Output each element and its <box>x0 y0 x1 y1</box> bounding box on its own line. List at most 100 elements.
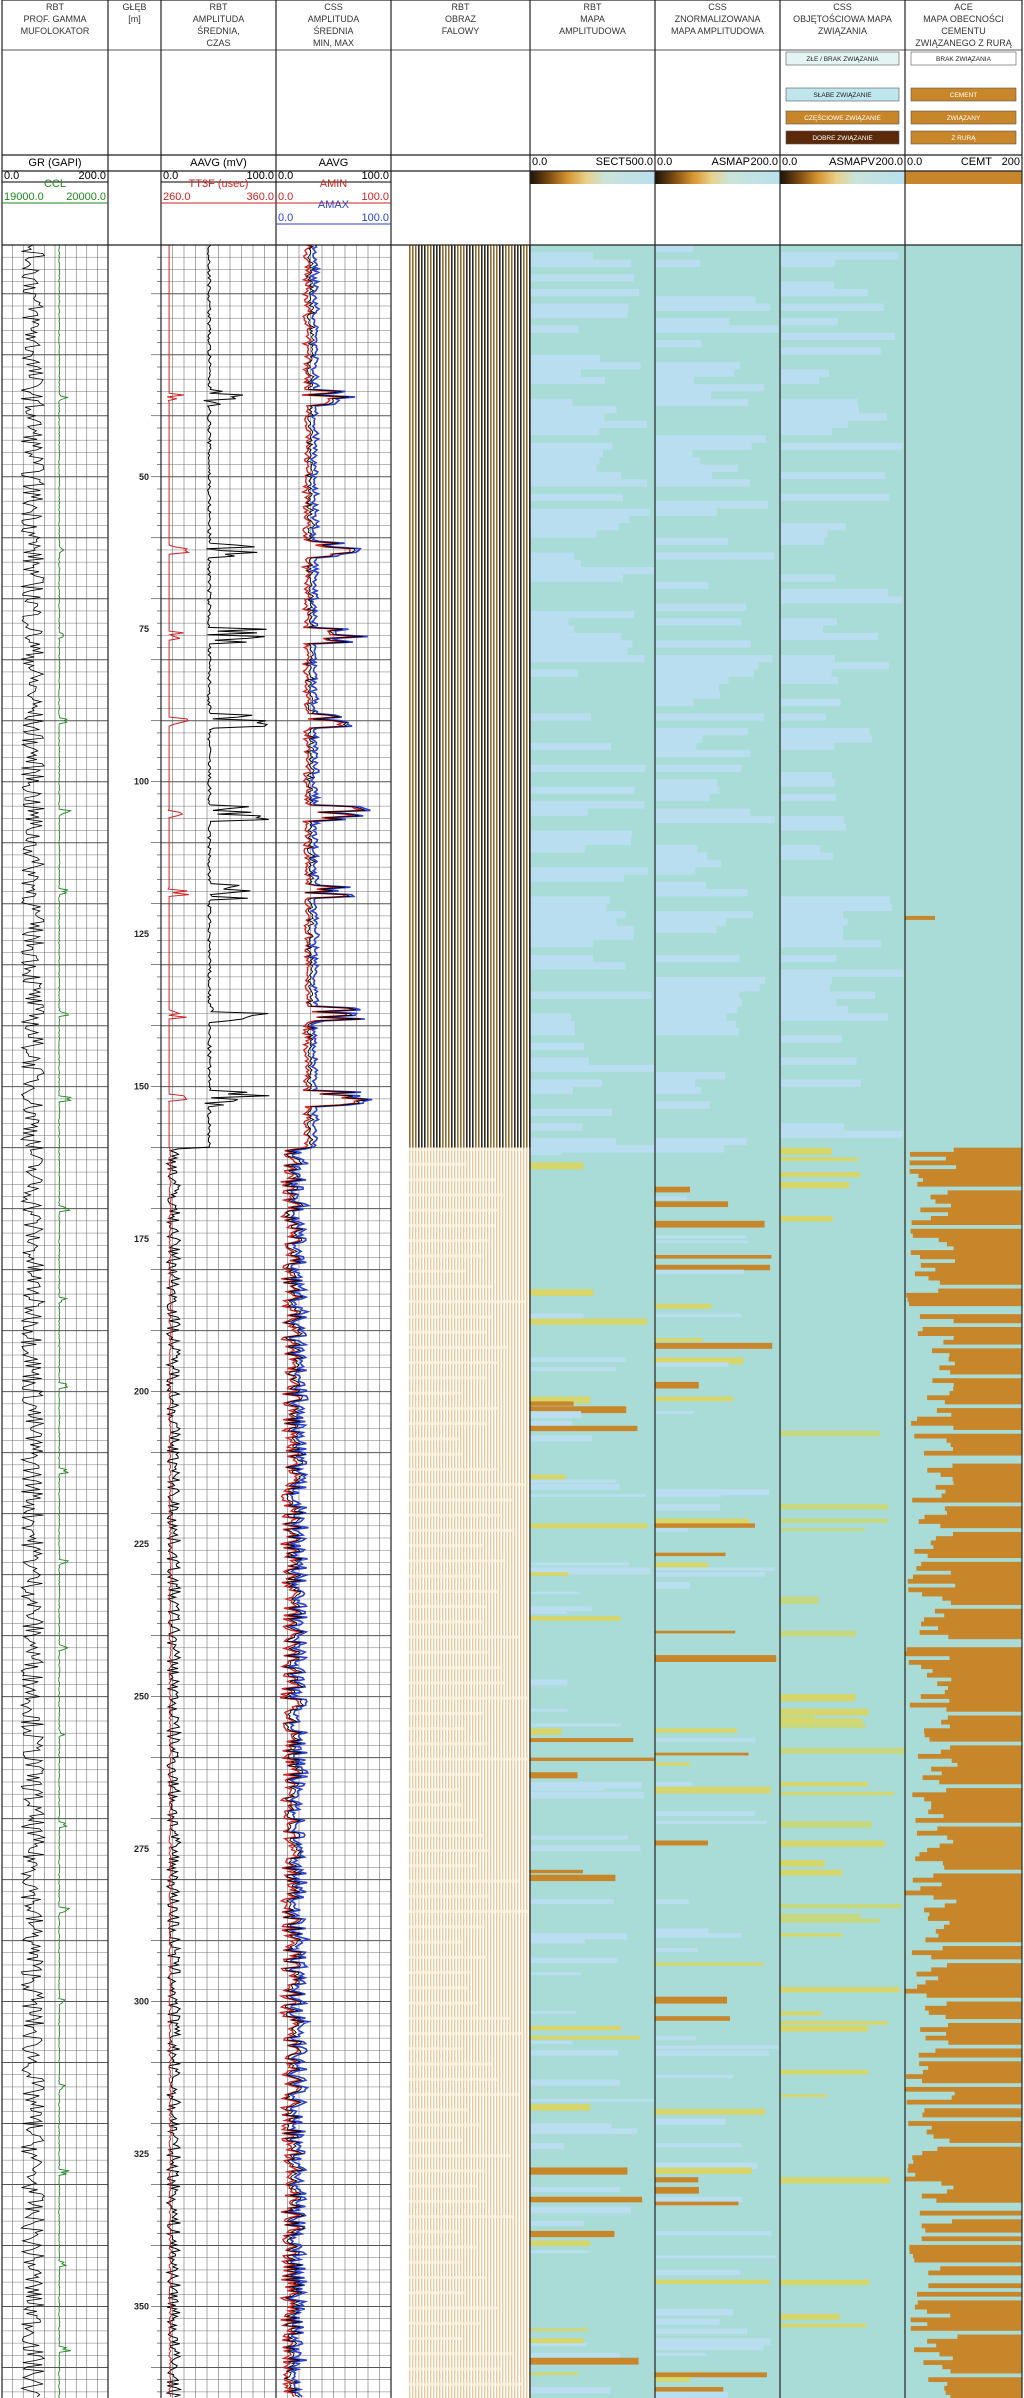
t7-band <box>655 925 717 933</box>
t6-band <box>530 471 622 480</box>
wave-pale-band <box>409 1345 507 1349</box>
cement-fill <box>924 1514 1022 1520</box>
t7-band <box>655 881 706 890</box>
t6-band <box>530 479 647 487</box>
cement-fill <box>921 2193 1022 2199</box>
t8-band <box>780 1013 889 1021</box>
t6-band <box>530 896 610 904</box>
t8-streak <box>780 1503 889 1510</box>
legend-swatch <box>910 130 1017 145</box>
t8-streak <box>780 1694 856 1702</box>
t7-streak <box>655 2162 758 2170</box>
wave-stripe <box>472 245 474 1148</box>
wave-stripe <box>526 245 528 1148</box>
cement-fill <box>925 2005 1022 2011</box>
wave-stripe <box>430 245 432 1148</box>
cement-fill <box>932 1378 1022 1383</box>
cement-fill <box>941 1882 1022 1887</box>
t7-streak <box>655 1255 772 1259</box>
cement-fill <box>938 1933 1022 1939</box>
t8-streak <box>780 2313 840 2320</box>
t6-band <box>530 1028 575 1036</box>
cement-fill <box>924 1796 1022 1802</box>
cement-fill <box>941 1771 1022 1776</box>
cement-fill <box>920 1694 1022 1699</box>
wave-pale-band <box>409 1162 467 1166</box>
scale-name: SECT <box>596 156 626 168</box>
cement-fill <box>929 1736 1022 1742</box>
t7-band <box>655 918 727 926</box>
track-header-line: OBJĘTOŚCIOWA MAPA <box>793 13 892 24</box>
t8-band <box>780 903 893 912</box>
t6-band <box>530 925 634 933</box>
cement-fill <box>928 2270 1022 2276</box>
log-grids <box>2 244 391 2398</box>
t6-band <box>530 625 575 633</box>
t7-band <box>655 889 748 897</box>
t7-streak <box>655 1738 756 1743</box>
track-header-line: ACE <box>954 2 973 12</box>
wave-pale-band <box>409 1986 469 1990</box>
cement-fill <box>939 1365 1022 1371</box>
cement-fill <box>918 1519 1022 1524</box>
wave-stripe <box>517 1147 519 2398</box>
t6-streak <box>530 1845 641 1852</box>
t7-streak <box>655 1899 690 1904</box>
t6-streak <box>530 1786 605 1791</box>
cement-fill <box>947 1685 1022 1691</box>
t7-streak <box>655 1947 698 1953</box>
wave-pale-band <box>409 2184 478 2188</box>
wave-pale-band <box>409 2123 480 2127</box>
cement-fill <box>942 1860 1022 1866</box>
t7-band <box>655 852 707 860</box>
wave-pale-band <box>409 1605 486 1609</box>
t8-streak <box>780 1157 858 1162</box>
cement-fill <box>942 1595 1022 1601</box>
t7-streak <box>655 1933 741 1938</box>
cement-fill <box>921 1621 1022 1627</box>
cement-fill <box>932 1668 1022 1674</box>
t8-streak <box>780 1147 832 1155</box>
track-header-line: RBT <box>46 2 65 12</box>
cement-fill <box>913 2253 1022 2259</box>
t6-streak <box>530 1772 578 1779</box>
cement-fill <box>941 1493 1022 1499</box>
t7-streak <box>655 2343 764 2351</box>
wave-pale-band <box>409 1513 500 1517</box>
t8-band <box>780 632 879 641</box>
t6-band <box>530 640 633 648</box>
log-curves <box>19 245 373 2398</box>
t8-streak <box>780 1596 819 1604</box>
cement-fill <box>915 2172 1022 2178</box>
legend-label: CZĘŚCIOWE ZWIĄZANIE <box>804 113 881 122</box>
depth-labels: 50 75 100 125 150 175 200 225 250 275 300 325 350 <box>134 472 149 2312</box>
t6-band <box>530 1108 613 1116</box>
wave-pale-band <box>409 2215 513 2219</box>
t8-band <box>780 998 837 1007</box>
wave-stripe <box>484 1147 486 2398</box>
t8-streak <box>780 1781 869 1787</box>
cement-fill <box>949 2138 1022 2143</box>
cement-fill <box>933 1894 1022 1900</box>
t8-band <box>780 398 858 407</box>
cement-fill <box>924 1617 1022 1623</box>
t6-streak <box>530 2196 643 2203</box>
t8-streak <box>780 2094 827 2098</box>
t6-streak <box>530 1567 651 1575</box>
wave-pale-band <box>409 1727 467 1731</box>
cement-fill <box>910 2326 1022 2331</box>
t6-band <box>530 369 581 377</box>
t6-streak <box>530 1738 634 1743</box>
wave-stripe <box>460 245 462 1148</box>
cement-fill <box>928 1275 1022 1281</box>
t7-streak <box>655 1562 709 1568</box>
t7-band <box>655 1137 747 1146</box>
cement-fill <box>920 1262 1022 1268</box>
legend-label: CEMENT <box>950 92 977 99</box>
t8-streak <box>780 2279 870 2285</box>
t8-streak <box>780 2011 822 2016</box>
t6-band <box>530 932 634 941</box>
cement-fill <box>921 1664 1022 1670</box>
cement-fill <box>939 2351 1022 2357</box>
t6-band <box>530 911 626 919</box>
